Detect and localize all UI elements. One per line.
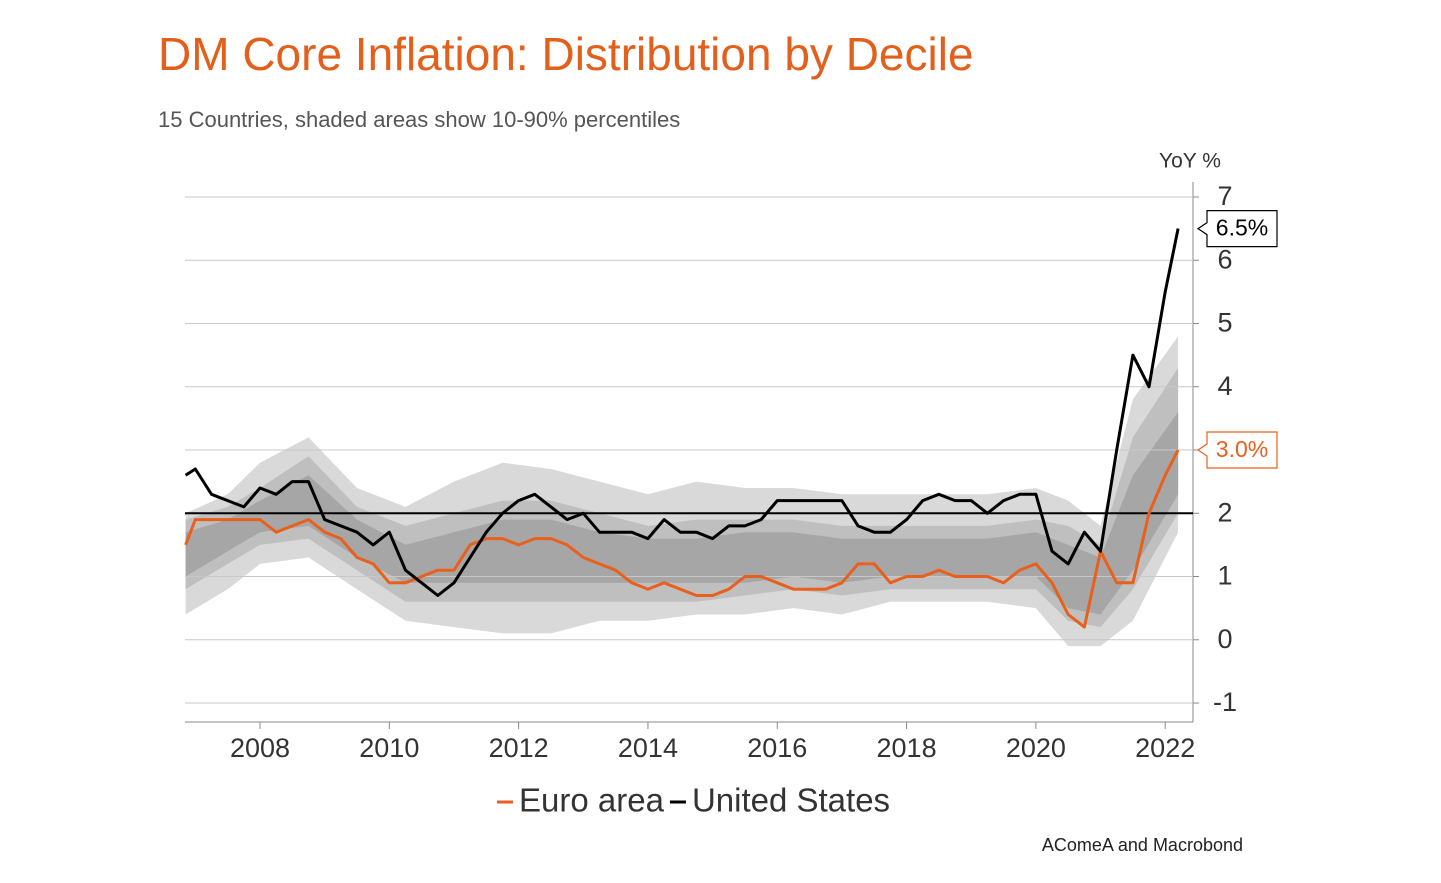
y-tick-label: 0 [1217,624,1232,654]
y-tick-label: 6 [1217,244,1232,274]
end-label: 6.5% [1216,215,1268,241]
y-tick-label: 2 [1217,497,1232,527]
y-tick-label: 4 [1217,371,1232,401]
x-tick-label: 2008 [230,733,290,763]
x-tick-label: 2016 [747,733,807,763]
end-label-box [1196,210,1278,248]
y-tick-label: -1 [1213,687,1237,717]
x-tick-label: 2022 [1135,733,1195,763]
series-line [184,228,1180,597]
y-tick-label: 5 [1217,308,1232,338]
percentile-band [185,412,1179,615]
plot-area [184,196,1193,704]
y-axis-label: YoY % [1159,150,1221,173]
x-tick-label: 2012 [489,733,549,763]
chart-subtitle: 15 Countries, shaded areas show 10-90% p… [158,107,680,132]
y-tick-label: 7 [1217,181,1232,211]
source: AComeA and Macrobond [1042,835,1243,855]
x-tick-label: 2014 [618,733,678,763]
series-line [184,449,1180,629]
y-tick-label: 1 [1217,561,1232,591]
legend-label: Euro area [519,782,665,819]
chart-title: DM Core Inflation: Distribution by Decil… [158,28,974,80]
x-tick-label: 2010 [359,733,419,763]
x-tick-label: 2020 [1006,733,1066,763]
x-tick-label: 2018 [877,733,937,763]
end-label-box [1196,431,1278,469]
end-label: 3.0% [1216,436,1268,462]
legend-label: United States [692,782,890,819]
